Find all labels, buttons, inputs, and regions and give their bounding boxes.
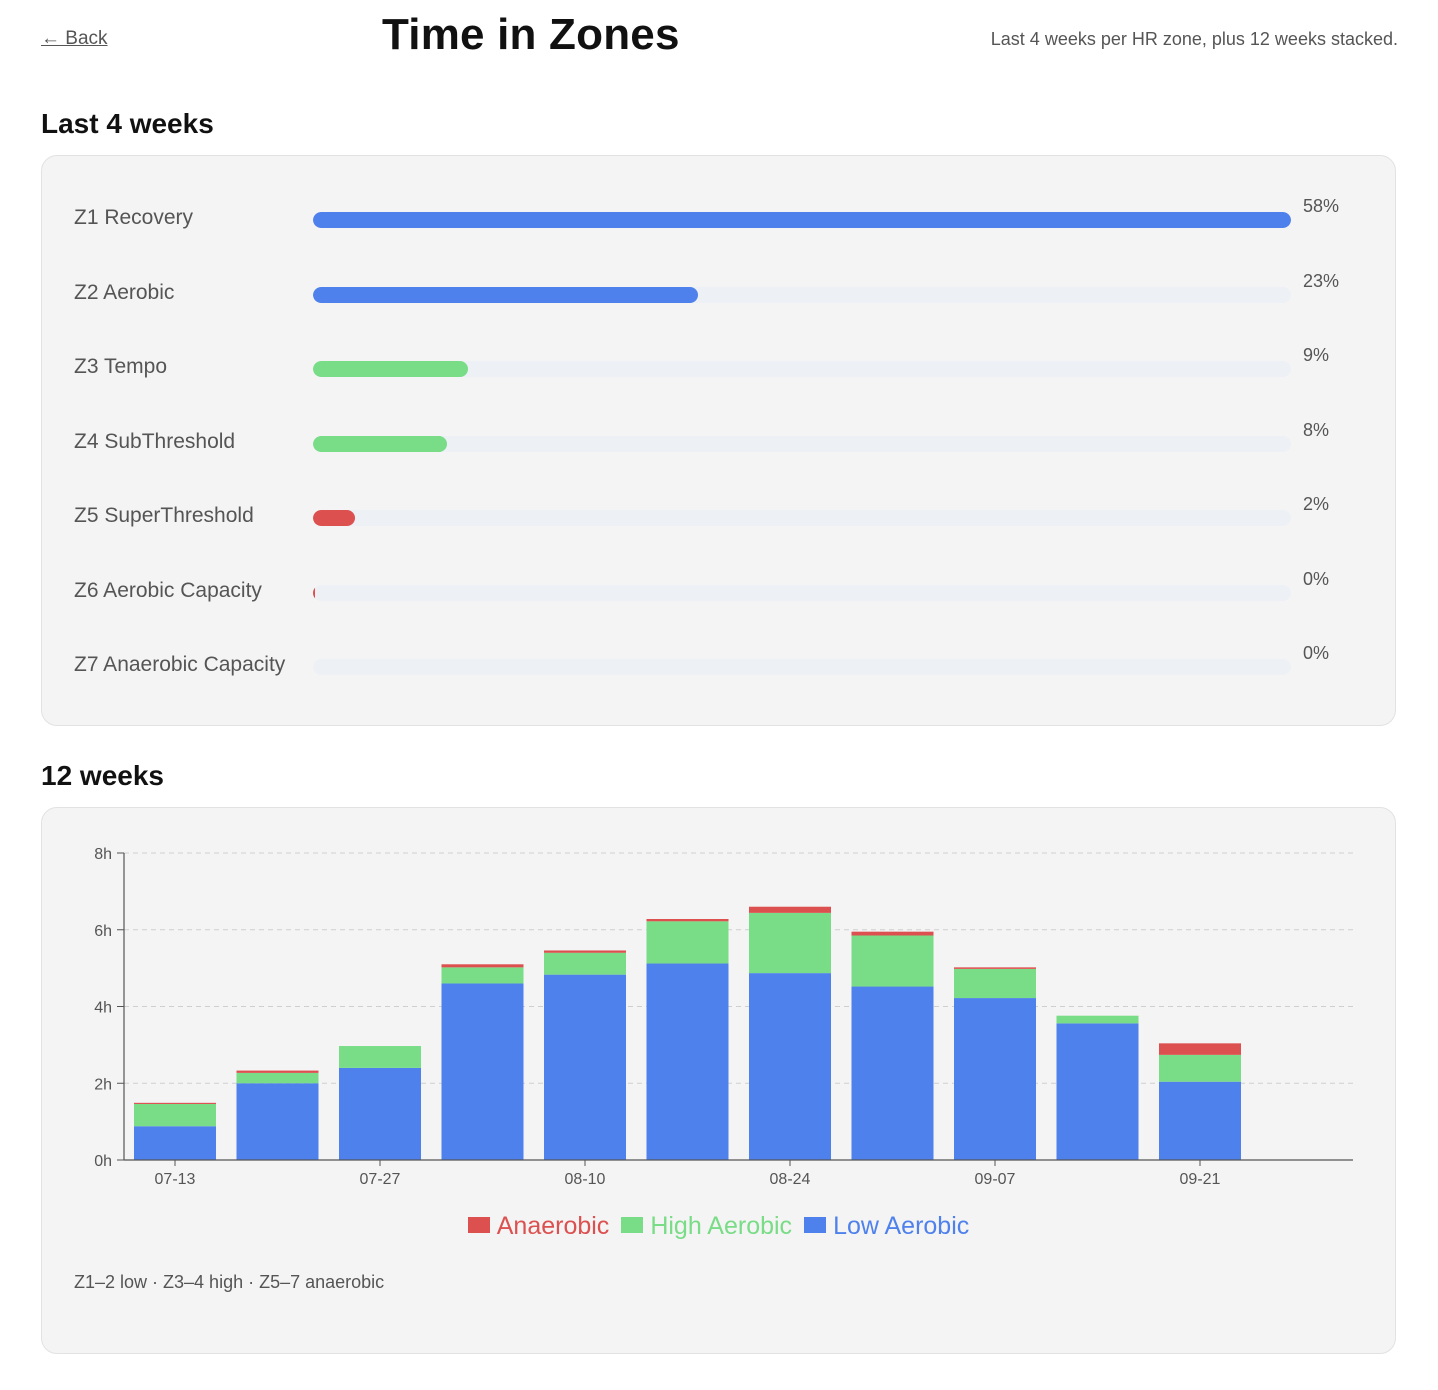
zone-label: Z5 SuperThreshold	[74, 504, 254, 527]
bar-segment	[1056, 1023, 1139, 1160]
x-tick-label: 07-13	[155, 1171, 196, 1188]
zone-bar-fill	[313, 361, 468, 377]
zone-row: Z5 SuperThreshold 2%	[42, 494, 1395, 536]
zone-label: Z2 Aerobic	[74, 281, 175, 304]
bar-segment	[749, 906, 831, 913]
bar-segment	[339, 1046, 421, 1068]
bar-segment	[954, 967, 1036, 969]
bar-segment	[851, 986, 934, 1160]
stacked-bar-chart: 0h 2h 4h 6h 8h 07-13 07-27 08-10 08-24 09-07 09-21	[94, 846, 1353, 1188]
bar-segment	[441, 983, 524, 1160]
y-tick-label: 4h	[94, 1000, 112, 1017]
zone-label: Z3 Tempo	[74, 355, 167, 378]
page-title: Time in Zones	[382, 10, 680, 59]
legend-label: Anaerobic	[496, 1212, 610, 1240]
zone-bar-track	[313, 212, 1291, 228]
bar-segment	[1159, 1043, 1241, 1055]
zone-bar-fill	[313, 436, 447, 452]
bar-segment	[236, 1072, 319, 1084]
bar-segment	[954, 998, 1036, 1160]
zone-bar-track	[313, 659, 1291, 675]
legend-swatch	[467, 1217, 490, 1234]
bar-segment	[339, 1067, 421, 1160]
bar-segment	[441, 967, 524, 984]
bar-segment	[544, 952, 626, 975]
zone-row: Z1 Recovery 58%	[42, 196, 1395, 238]
zone-row: Z4 SubThreshold 8%	[42, 420, 1395, 462]
x-tick-label: 09-21	[1180, 1171, 1221, 1188]
zone-row: Z7 Anaerobic Capacity 0%	[42, 643, 1395, 685]
back-link[interactable]: ← Back	[41, 28, 108, 49]
zone-percent: 8%	[1303, 420, 1330, 440]
bar-segment	[646, 963, 729, 1160]
bar-segment	[1056, 1015, 1139, 1024]
y-tick-label: 2h	[94, 1076, 112, 1093]
page-header: ← Back Time in Zones Last 4 weeks per HR…	[41, 0, 1398, 80]
bar-segment	[646, 921, 729, 964]
legend-item: High Aerobic	[621, 1212, 792, 1241]
zone-label: Z6 Aerobic Capacity	[74, 579, 262, 602]
x-tick-label: 09-07	[975, 1171, 1016, 1188]
bar-segment	[134, 1102, 216, 1104]
zone-percent: 0%	[1303, 569, 1330, 589]
legend-label: High Aerobic	[650, 1212, 793, 1240]
bar-segment	[851, 935, 934, 987]
legend-label: Low Aerobic	[833, 1212, 970, 1240]
bar-segment	[749, 973, 831, 1160]
legend-swatch	[621, 1217, 644, 1234]
bar-segment	[954, 968, 1036, 999]
zone-bar-fill	[313, 510, 356, 526]
zone-bar-fill	[313, 287, 699, 303]
bar-segment	[544, 974, 626, 1160]
zone-percent: 23%	[1303, 271, 1340, 291]
zone-percent: 2%	[1303, 494, 1330, 514]
zone-percent: 0%	[1303, 643, 1330, 663]
bar-segment	[544, 950, 626, 953]
zone-percent: 9%	[1303, 345, 1330, 365]
chart-footnote: Z1–2 low · Z3–4 high · Z5–7 anaerobic	[74, 1272, 385, 1292]
x-tick-label: 07-27	[360, 1171, 401, 1188]
zone-bar-track	[313, 585, 1291, 601]
section-title-last-4-weeks: Last 4 weeks	[41, 108, 214, 139]
legend-swatch	[804, 1217, 827, 1234]
bar-segment	[749, 912, 831, 974]
bar-segment	[1159, 1054, 1241, 1082]
zone-bar-track	[313, 287, 1291, 303]
y-tick-label: 0h	[94, 1153, 112, 1170]
zone-row: Z6 Aerobic Capacity 0%	[42, 569, 1395, 611]
zone-bar-fill	[313, 212, 1291, 228]
bar-segment	[134, 1126, 216, 1160]
chart-legend: Anaerobic High Aerobic Low Aerobic	[42, 1212, 1395, 1241]
legend-item: Low Aerobic	[804, 1212, 969, 1241]
bar-segment	[851, 931, 934, 936]
zone-label: Z1 Recovery	[74, 206, 194, 229]
legend-item: Anaerobic	[467, 1212, 610, 1241]
zone-label: Z7 Anaerobic Capacity	[74, 653, 286, 676]
zone-label: Z4 SubThreshold	[74, 430, 236, 453]
zone-bar-track	[313, 436, 1291, 452]
y-tick-label: 6h	[94, 923, 112, 940]
zones-card: Z1 Recovery 58% Z2 Aerobic 23% Z3 Tempo 9% Z4 …	[41, 155, 1396, 726]
zone-percent: 58%	[1303, 196, 1340, 216]
y-tick-label: 8h	[94, 846, 112, 863]
zone-row: Z3 Tempo 9%	[42, 345, 1395, 387]
section-title-12-weeks: 12 weeks	[41, 760, 164, 791]
bar-segment	[134, 1103, 216, 1127]
zone-bar-track	[313, 510, 1291, 526]
bar-segment	[1159, 1081, 1241, 1160]
zone-bar-fill	[313, 585, 315, 601]
zone-bar-track	[313, 361, 1291, 377]
zone-row: Z2 Aerobic 23%	[42, 271, 1395, 313]
bar-segment	[441, 964, 524, 968]
x-tick-label: 08-10	[565, 1171, 606, 1188]
x-tick-label: 08-24	[770, 1171, 811, 1188]
page-subtitle: Last 4 weeks per HR zone, plus 12 weeks …	[990, 29, 1398, 49]
bar-segment	[236, 1083, 319, 1160]
bar-segment	[236, 1070, 319, 1073]
weekly-chart-card: 0h 2h 4h 6h 8h 07-13 07-27 08-10 08-24 09-07 09-21…	[41, 807, 1396, 1354]
bar-segment	[646, 919, 729, 922]
